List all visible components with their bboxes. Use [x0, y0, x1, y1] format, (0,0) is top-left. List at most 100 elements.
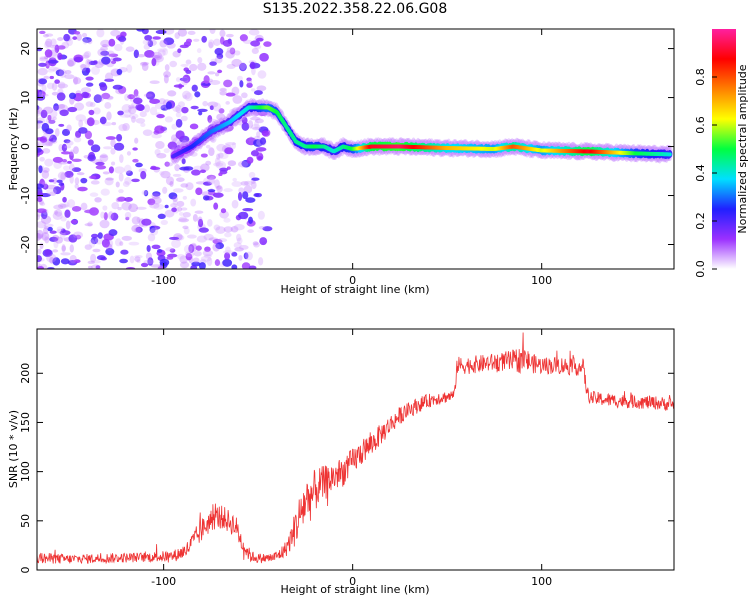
noise-blob — [202, 100, 208, 107]
noise-blob — [37, 141, 45, 148]
colorbar-tick-label: 0.6 — [694, 116, 707, 134]
noise-blob — [69, 151, 74, 161]
noise-blob — [232, 177, 237, 182]
noise-blob — [41, 232, 50, 241]
noise-blob — [234, 247, 244, 252]
noise-blob — [201, 82, 211, 86]
noise-blob — [176, 200, 185, 208]
noise-blob — [114, 238, 122, 247]
noise-blob — [71, 205, 82, 212]
noise-blob — [91, 264, 101, 269]
noise-blob — [100, 188, 110, 196]
noise-blob — [262, 226, 273, 232]
noise-blob — [146, 39, 157, 47]
noise-blob — [116, 198, 125, 203]
noise-blob — [198, 111, 203, 116]
noise-blob — [37, 183, 44, 189]
noise-blob — [151, 244, 161, 250]
noise-blob — [172, 195, 178, 203]
noise-blob — [128, 113, 139, 119]
noise-blob — [50, 38, 57, 47]
noise-blob — [37, 105, 40, 111]
noise-blob — [219, 88, 228, 96]
noise-blob — [84, 244, 93, 250]
noise-blob — [239, 62, 247, 71]
noise-blob — [57, 203, 67, 209]
noise-blob — [53, 186, 62, 195]
noise-blob — [63, 33, 71, 42]
noise-blob — [198, 227, 209, 233]
noise-blob — [46, 253, 57, 263]
noise-blob — [156, 249, 163, 253]
noise-blob — [53, 160, 62, 169]
noise-blob — [71, 158, 82, 163]
noise-blob — [207, 101, 219, 108]
noise-blob — [232, 95, 243, 104]
noise-blob — [217, 238, 228, 243]
noise-blob — [136, 216, 141, 223]
noise-blob — [238, 245, 249, 250]
noise-blob — [81, 32, 88, 38]
noise-blob — [165, 247, 174, 252]
noise-blob — [197, 62, 207, 71]
noise-blob — [177, 101, 186, 108]
noise-blob — [119, 258, 128, 264]
noise-blob — [202, 195, 210, 201]
noise-blob — [197, 108, 208, 113]
noise-blob — [246, 156, 254, 164]
noise-blob — [191, 84, 198, 92]
noise-blob — [246, 78, 252, 85]
noise-blob — [99, 153, 109, 163]
colorbar-tick-label: 0.4 — [694, 164, 707, 182]
noise-blob — [141, 62, 149, 72]
noise-blob — [207, 219, 213, 227]
noise-blob — [242, 208, 254, 212]
noise-blob — [239, 80, 244, 88]
noise-blob — [181, 90, 191, 100]
noise-blob — [62, 196, 67, 203]
noise-blob — [258, 257, 264, 266]
noise-blob — [198, 262, 206, 269]
noise-blob — [37, 147, 42, 153]
noise-blob — [223, 217, 231, 223]
noise-blob — [69, 149, 75, 156]
noise-blob — [37, 67, 48, 76]
noise-blob — [247, 229, 255, 233]
noise-blob — [47, 114, 52, 121]
noise-blob — [182, 225, 189, 230]
noise-blob — [263, 41, 272, 47]
noise-blob — [64, 209, 71, 218]
noise-blob — [163, 74, 169, 84]
noise-blob — [84, 50, 92, 58]
noise-blob — [103, 212, 108, 221]
noise-blob — [106, 111, 112, 121]
noise-blob — [250, 116, 261, 121]
noise-blob — [42, 106, 54, 114]
noise-blob — [225, 101, 230, 105]
noise-blob — [52, 211, 63, 221]
noise-blob — [246, 137, 254, 142]
noise-blob — [40, 109, 48, 119]
noise-blob — [256, 131, 261, 138]
noise-blob — [58, 69, 67, 78]
spectrogram-x-label: Height of straight line (km) — [280, 283, 429, 296]
noise-blob — [190, 105, 199, 110]
noise-blob — [212, 243, 221, 252]
noise-blob — [197, 57, 203, 64]
noise-blob — [197, 216, 203, 225]
noise-blob — [217, 153, 229, 160]
noise-blob — [188, 244, 195, 254]
noise-blob — [125, 216, 130, 221]
noise-blob — [203, 181, 212, 186]
noise-blob — [203, 233, 214, 241]
noise-blob — [231, 199, 239, 209]
noise-blob — [164, 209, 175, 218]
noise-blob — [115, 181, 120, 188]
noise-blob — [183, 244, 193, 254]
noise-blob — [60, 228, 66, 234]
noise-blob — [178, 216, 188, 222]
noise-blob — [54, 209, 63, 217]
noise-blob — [215, 185, 222, 190]
noise-blob — [187, 30, 196, 35]
